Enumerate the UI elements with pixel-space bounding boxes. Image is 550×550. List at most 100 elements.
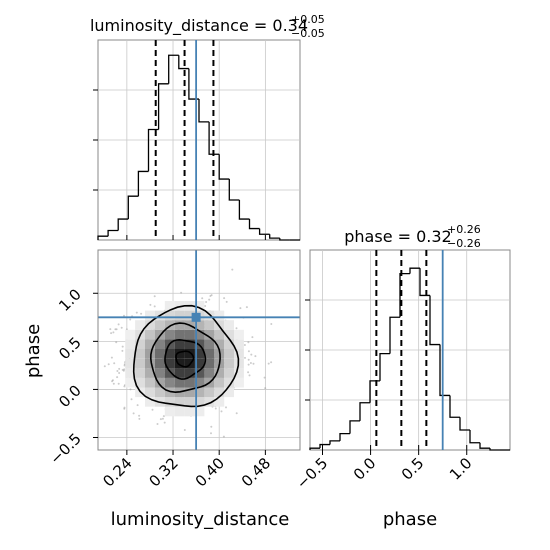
density-cell xyxy=(184,406,195,417)
sample-point xyxy=(243,344,246,346)
x-tick-label: 1.0 xyxy=(446,454,476,484)
density-cell xyxy=(184,397,195,407)
density-cell xyxy=(164,377,175,388)
density-cell xyxy=(135,320,145,330)
sample-point xyxy=(201,297,204,300)
histogram-bin xyxy=(389,316,400,354)
histogram-bin xyxy=(107,229,119,237)
density-cell xyxy=(204,310,215,321)
x-tick-label: 0.24 xyxy=(99,454,135,490)
sample-point xyxy=(247,350,250,353)
histogram-bin xyxy=(178,55,189,70)
histogram-bin xyxy=(409,267,420,274)
sample-point xyxy=(220,410,223,413)
density-cell xyxy=(224,349,234,359)
density-cell xyxy=(214,339,225,349)
density-cell xyxy=(135,339,145,349)
sample-point xyxy=(118,372,121,374)
density-cell xyxy=(145,368,155,378)
histogram-bin xyxy=(399,272,410,318)
sample-point xyxy=(151,408,154,411)
sample-point xyxy=(116,370,119,372)
density-cell xyxy=(154,368,165,378)
sample-point xyxy=(156,423,159,425)
histogram-bin xyxy=(188,68,199,100)
density-cell xyxy=(174,339,185,349)
sample-point xyxy=(235,327,238,330)
histogram-bin xyxy=(469,430,480,444)
density-cell xyxy=(184,377,195,388)
sample-point xyxy=(225,406,227,409)
title-param: luminosity_distance xyxy=(90,16,249,36)
sample-point xyxy=(183,429,186,431)
sample-point xyxy=(115,341,118,344)
sample-point xyxy=(264,387,267,390)
density-cell xyxy=(234,339,244,349)
sample-point xyxy=(118,367,121,370)
density-cell xyxy=(194,329,205,340)
title-minus-error: −0.26 xyxy=(447,237,481,250)
sample-point xyxy=(117,382,120,385)
x-tick-label: 0.32 xyxy=(146,454,182,490)
y-tick-label: 1.0 xyxy=(55,285,85,315)
density-cell xyxy=(174,310,185,321)
sample-point xyxy=(110,332,113,335)
sample-point xyxy=(123,385,126,388)
histogram-bin xyxy=(349,420,360,434)
sample-point xyxy=(247,341,250,344)
sample-point xyxy=(208,298,211,301)
histogram-bin xyxy=(439,344,450,397)
sample-point xyxy=(112,382,115,385)
density-cell xyxy=(214,329,225,340)
density-cell xyxy=(174,358,185,369)
histogram-bin xyxy=(248,219,260,230)
histogram-bin xyxy=(117,218,129,231)
sample-point xyxy=(113,362,116,365)
density-cell xyxy=(145,377,155,388)
sample-point xyxy=(130,398,133,401)
density-cell xyxy=(164,397,175,407)
sample-point xyxy=(231,268,234,271)
density-cell xyxy=(234,349,244,359)
histogram-bin xyxy=(329,440,340,445)
density-cell xyxy=(164,310,175,321)
density-cell xyxy=(204,358,215,369)
sample-point xyxy=(121,349,124,352)
sample-point xyxy=(93,351,95,353)
sample-point xyxy=(214,407,217,410)
density-cell xyxy=(234,377,244,388)
density-cell xyxy=(154,329,165,340)
sample-point xyxy=(235,412,238,415)
density-cell xyxy=(125,339,136,349)
sample-point xyxy=(180,291,183,294)
sample-point xyxy=(161,417,164,420)
2d-density-panel: 0.24 0.32 0.40 0.48 −0.5 0.0 0.5 1.0 luminosit… xyxy=(23,249,301,530)
sample-point xyxy=(248,374,251,377)
density-cell xyxy=(154,339,165,349)
histogram-bin xyxy=(269,234,280,239)
sample-point xyxy=(129,318,132,321)
x-tick-label: 0.40 xyxy=(192,454,228,490)
histogram-bin xyxy=(489,448,500,451)
y-tick-label: −0.5 xyxy=(46,430,84,468)
sample-point xyxy=(251,336,254,339)
density-cell xyxy=(184,310,195,321)
title-plus-error: +0.26 xyxy=(447,223,481,236)
sample-point xyxy=(135,311,138,314)
density-cell xyxy=(224,329,234,340)
sample-point xyxy=(244,356,246,359)
density-cell xyxy=(125,358,136,369)
density-cell xyxy=(145,310,155,321)
density-cell xyxy=(174,301,185,311)
sample-point xyxy=(132,412,135,415)
x-axis-label: phase xyxy=(383,509,437,530)
density-cell xyxy=(174,320,185,330)
panel-title: phase = 0.32 xyxy=(344,227,451,246)
density-cell xyxy=(204,368,215,378)
sample-point xyxy=(153,295,156,298)
y-axis-label: phase xyxy=(23,324,44,378)
luminosity-distance-histogram-panel: luminosity_distance = 0.34 +0.05 −0.05 xyxy=(90,13,325,241)
histogram-bin xyxy=(218,154,230,180)
density-cell xyxy=(164,329,175,340)
histogram-bin xyxy=(157,83,169,130)
